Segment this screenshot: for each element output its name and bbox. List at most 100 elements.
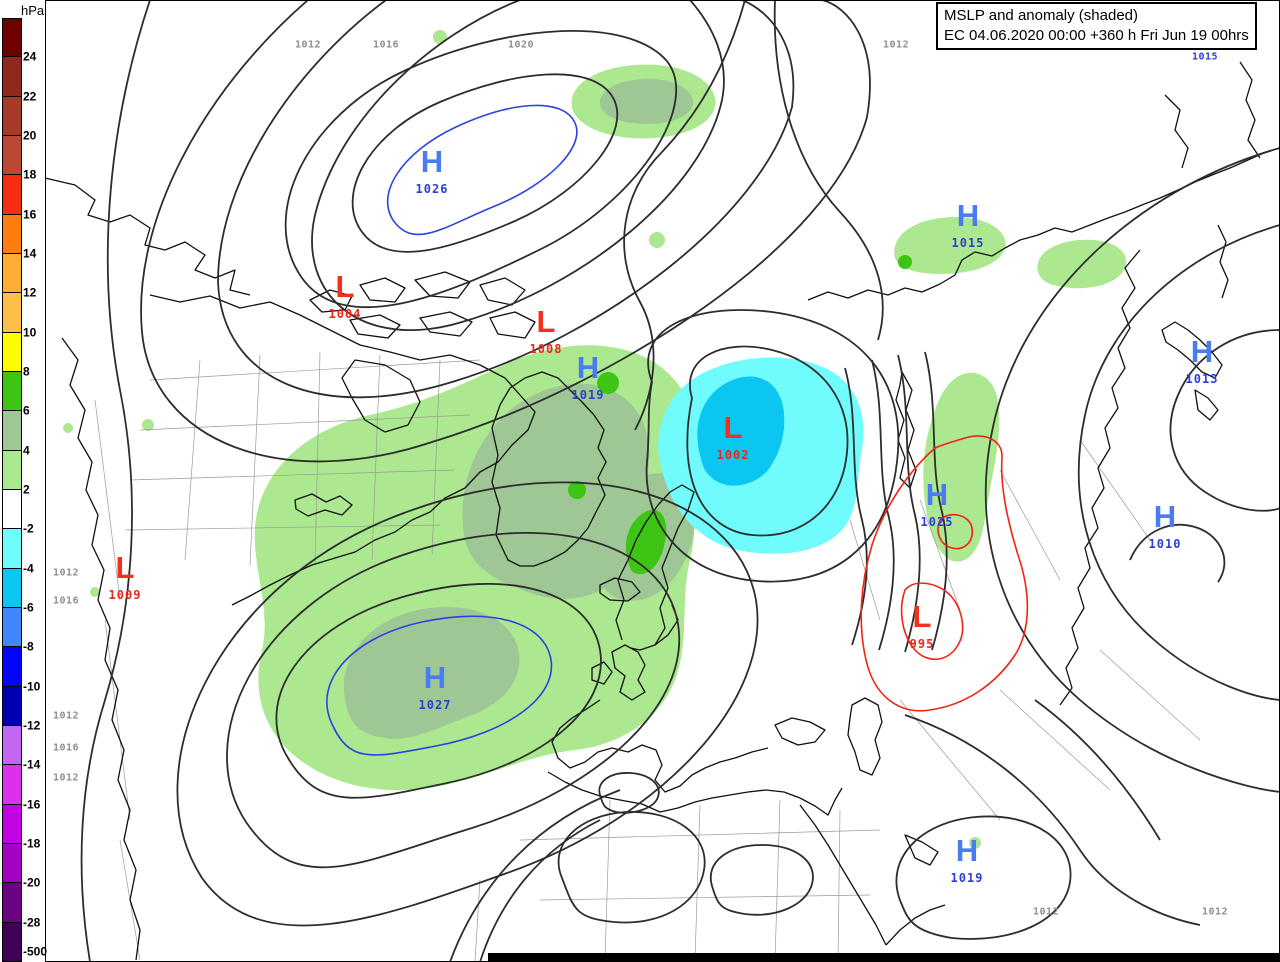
anomaly-green-small-2 [90, 587, 100, 597]
anomaly-green-small-4 [969, 837, 981, 849]
contour-africa-blob-3 [598, 772, 660, 814]
colorbar-tick-label: 6 [23, 403, 30, 418]
coastline-novaya-zemlya [895, 371, 917, 489]
colorbar-tick-label: 12 [23, 285, 37, 300]
coastline-na-east [231, 394, 536, 606]
contour-h1010-ring [1129, 523, 1226, 583]
coastline-east-asia [1059, 249, 1141, 706]
contour-africa-blob-1 [557, 811, 706, 924]
contour-asia-ring2 [984, 147, 1280, 793]
contour-ural-4 [924, 351, 948, 651]
contour-l1002-ring1 [686, 345, 849, 537]
anomaly-green-small-3 [63, 423, 73, 433]
colorbar-block--28 [2, 882, 22, 923]
colorbar-block--2 [2, 489, 22, 530]
contour-h1027-ring1 [275, 583, 602, 799]
anomaly-green-bright-norway [625, 509, 667, 575]
colorbar-tick-label: 24 [23, 49, 37, 64]
anomaly-green-mid-top-center [599, 78, 694, 124]
colorbar-block--10 [2, 646, 22, 687]
coastline-great-lakes [294, 493, 353, 517]
anomaly-contour-red-small [937, 513, 974, 550]
coastline-greenland [491, 371, 607, 567]
colorbar-tick-label: 8 [23, 364, 30, 379]
coastline-ireland [591, 661, 613, 685]
colorbar-tick-label: -500 [23, 944, 48, 959]
anomaly-cyan-core [697, 376, 785, 486]
anomaly-contour-blue-h1026 [386, 104, 578, 236]
contour-l1002-ring2 [645, 309, 900, 583]
colorbar-tick-label: 2 [23, 482, 30, 497]
contour-h1027-ring3 [176, 481, 759, 927]
colorbar-tick-label: -16 [23, 796, 41, 811]
coastline-scandinavia [615, 484, 695, 651]
colorbar-tick-label: -4 [23, 560, 34, 575]
colorbar-tick-label: -18 [23, 836, 41, 851]
contour-southeast-1 [904, 714, 1201, 926]
contour-h1026-ring5 [140, 0, 871, 463]
colorbar-block--8 [2, 607, 22, 648]
colorbar-block-4 [2, 410, 22, 451]
colorbar-block-24 [2, 18, 22, 58]
contour-africa-blob-2 [709, 844, 814, 916]
colorbar-block--6 [2, 567, 22, 608]
coastline-hudson-bay [341, 359, 421, 433]
colorbar-block-12 [2, 253, 22, 294]
colorbar-tick-label: -14 [23, 757, 41, 772]
colorbar-block-16 [2, 174, 22, 215]
coastline-iceland [599, 577, 641, 602]
colorbar-block--20 [2, 843, 22, 884]
colorbar-block--18 [2, 803, 22, 844]
coastline-red-sea [799, 804, 887, 946]
colorbar-tick-label: 10 [23, 324, 37, 339]
anomaly-contour-blue-h1027 [326, 615, 553, 756]
colorbar-block-6 [2, 371, 22, 412]
colorbar-tick-label: -28 [23, 914, 41, 929]
coastline-japan [1161, 321, 1223, 421]
coastline-arctic-canada-mainland [149, 294, 521, 396]
colorbar-block-18 [2, 135, 22, 176]
colorbar-block--500 [2, 921, 22, 962]
coastline-arctic-archipelago [309, 271, 536, 339]
colorbar-tick-label: 4 [23, 442, 30, 457]
colorbar-tick-label: -8 [23, 639, 34, 654]
colorbar-block-14 [2, 213, 22, 254]
bottom-edge-strip [488, 953, 1280, 962]
colorbar-tick-label: 16 [23, 206, 37, 221]
colorbar-block-22 [2, 56, 22, 97]
colorbar-tick-label: -2 [23, 521, 34, 536]
anomaly-green-bright-spot-2 [568, 481, 586, 499]
shaded-anomaly-regions [63, 30, 1127, 849]
colorbar-tick-label: 22 [23, 88, 37, 103]
colorbar-block--16 [2, 764, 22, 805]
contour-h1026-ring4 [217, 0, 795, 399]
coastline-kamchatka [1164, 61, 1261, 299]
anomaly-green-siberia-1 [894, 216, 1006, 274]
coastline-caspian-sea [847, 697, 883, 776]
contour-h1027-ring2 [226, 532, 681, 869]
colorbar-block-2 [2, 449, 22, 490]
coastline-black-sea [774, 717, 826, 746]
colorbar-tick-label: -10 [23, 678, 41, 693]
anomaly-green-bright-spot-1 [597, 372, 619, 394]
anomaly-green-small-5 [433, 30, 447, 44]
coastlines [44, 61, 1280, 961]
anomaly-contours [326, 104, 1029, 756]
colorbar-block-8 [2, 331, 22, 372]
colorbar-unit-label: hPa [21, 3, 45, 18]
coastline-alaska [44, 177, 251, 296]
coastline-north-africa [547, 771, 843, 816]
borders-west-coast [94, 399, 141, 961]
colorbar-block-20 [2, 95, 22, 136]
colorbar-tick-label: -12 [23, 718, 41, 733]
title-line-1: MSLP and anomaly (shaded) [944, 7, 1139, 24]
borders-africa [474, 799, 881, 962]
anomaly-green-mid-atlantic [343, 607, 520, 739]
anomaly-green-small-6 [649, 232, 665, 248]
coastline-uk [611, 644, 646, 701]
colorbar-tick-label: 14 [23, 246, 37, 261]
colorbar-block--4 [2, 528, 22, 569]
contour-h1026-ring1 [351, 73, 619, 253]
anomaly-contour-red-inner [900, 582, 964, 660]
contour-ural-3 [897, 354, 921, 653]
